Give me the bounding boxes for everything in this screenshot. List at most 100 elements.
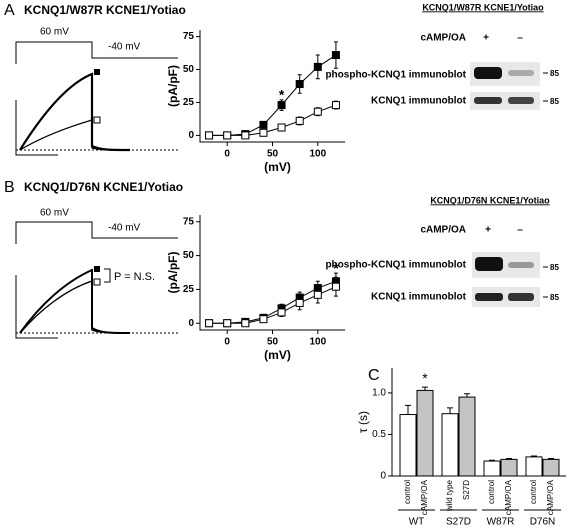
marker [331, 51, 340, 60]
marker [295, 116, 304, 125]
bar [399, 414, 417, 477]
y-tick-label: 50 [183, 250, 195, 261]
x-tick-label: cAMP/OA [546, 479, 555, 515]
annotation: * [279, 87, 285, 103]
blot-band [474, 97, 502, 104]
blot-band [508, 70, 534, 76]
marker [313, 107, 322, 116]
panel-label: B [4, 179, 15, 196]
blot-band [474, 67, 502, 79]
error-bar [405, 404, 411, 415]
lane-label: + [485, 225, 491, 236]
blot-condition: cAMP/OA [420, 33, 466, 44]
y-tick-label: 0 [188, 318, 194, 329]
bar [500, 458, 518, 477]
error-bar [422, 386, 428, 391]
x-tick-label: S27D [462, 480, 471, 500]
step-label: 60 mV [40, 27, 69, 38]
y-tick-label: 75 [183, 31, 195, 42]
trace-marker [93, 116, 101, 124]
size-label: 85 [550, 293, 559, 302]
marker [241, 319, 250, 328]
x-tick-label: 100 [309, 149, 326, 160]
step-label: -40 mV [108, 223, 141, 234]
x-tick-label: 0 [224, 337, 230, 348]
lane-label: – [517, 225, 523, 236]
marker [331, 282, 340, 291]
blot-row-label: phospho-KCNQ1 immunoblot [325, 70, 466, 81]
marker [313, 62, 322, 71]
panel-label: A [4, 2, 15, 19]
x-tick-label: 50 [267, 149, 279, 160]
blot-band [508, 262, 534, 268]
marker [313, 290, 322, 299]
group-label: D76N [530, 517, 556, 528]
blot-row-label: phospho-KCNQ1 immunoblot [325, 260, 466, 271]
blot-title: KCNQ1/W87R KCNE1/Yotiao [422, 2, 544, 12]
x-tick-label: 50 [267, 337, 279, 348]
x-tick-label: control [403, 480, 412, 504]
bar [525, 456, 543, 477]
bar [483, 460, 501, 477]
panel-title: KCNQ1/W87R KCNE1/Yotiao [24, 3, 186, 17]
current-trace [19, 119, 131, 151]
panel-label: C [368, 367, 380, 384]
step-label: -40 mV [108, 42, 141, 53]
marker [205, 131, 214, 140]
bracket [104, 268, 111, 283]
error-bar [464, 393, 470, 398]
blot-band [508, 97, 534, 104]
blot-row-label: KCNQ1 immunoblot [371, 292, 467, 303]
blot-band [508, 293, 534, 301]
bar [416, 389, 434, 477]
y-axis-label: (pA/pF) [166, 65, 180, 107]
y-tick-label: 25 [183, 97, 195, 108]
annotation: * [333, 260, 339, 276]
step-label: 60 mV [40, 208, 69, 219]
size-label: 85 [550, 69, 559, 78]
marker [241, 131, 250, 140]
annotation: P = N.S. [114, 271, 155, 283]
scale-bar [15, 100, 58, 156]
size-label: 85 [550, 263, 559, 272]
error-bar [447, 407, 453, 414]
marker [223, 131, 232, 140]
x-tick-label: cAMP/OA [420, 479, 429, 515]
marker [205, 319, 214, 328]
marker [259, 128, 268, 137]
bar [441, 413, 459, 477]
y-tick-label: 1.0 [372, 388, 386, 399]
group-label: WT [409, 517, 425, 528]
y-tick-label: 0.5 [372, 429, 386, 440]
annotation: * [422, 370, 428, 386]
marker [223, 319, 232, 328]
marker [277, 123, 286, 132]
current-trace [19, 72, 131, 152]
voltage-step [15, 41, 178, 64]
x-tick-label: control [529, 480, 538, 504]
marker [331, 101, 340, 110]
lane-label: – [517, 33, 523, 44]
x-axis-label: (mV) [264, 160, 291, 174]
trace-marker [94, 69, 100, 75]
marker [277, 101, 286, 110]
trace-marker [93, 278, 101, 286]
y-tick-label: 50 [183, 64, 195, 75]
marker [259, 315, 268, 324]
x-tick-label: 100 [309, 337, 326, 348]
x-tick-label: 0 [224, 149, 230, 160]
blot-condition: cAMP/OA [420, 225, 466, 236]
x-tick-label: control [487, 480, 496, 504]
blot-band [475, 257, 503, 271]
marker [295, 298, 304, 307]
bar [542, 458, 560, 477]
y-tick-label: 25 [183, 284, 195, 295]
axis [199, 215, 345, 331]
axis [199, 30, 345, 143]
blot-title: KCNQ1/D76N KCNE1/Yotiao [430, 195, 550, 205]
bar [458, 396, 476, 477]
x-tick-label: cAMP/OA [504, 479, 513, 515]
y-tick-label: 0 [380, 471, 386, 482]
